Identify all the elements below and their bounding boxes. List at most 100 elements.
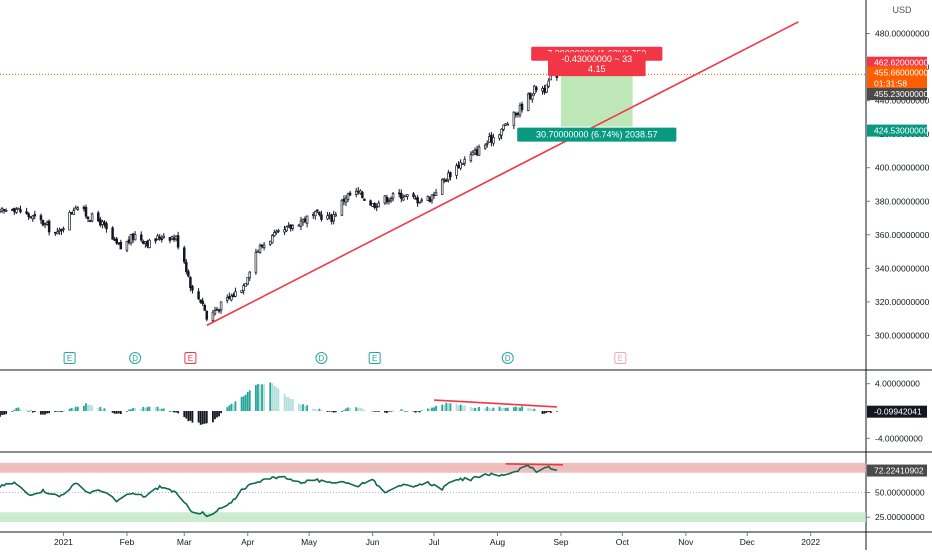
- candle[interactable]: [547, 80, 550, 87]
- candle[interactable]: [463, 158, 466, 164]
- candle[interactable]: [158, 236, 161, 240]
- macd-histogram-bar[interactable]: [441, 404, 444, 411]
- drawing-layer[interactable]: [206, 21, 799, 466]
- macd-histogram-bar[interactable]: [455, 403, 458, 411]
- macd-histogram-bar[interactable]: [488, 408, 491, 411]
- candle[interactable]: [332, 214, 335, 222]
- macd-histogram-bar[interactable]: [555, 411, 558, 412]
- candle[interactable]: [285, 226, 288, 232]
- candle[interactable]: [340, 200, 344, 216]
- candle[interactable]: [17, 207, 20, 210]
- macd-histogram-bar[interactable]: [535, 410, 538, 412]
- macd-histogram-bar[interactable]: [111, 411, 114, 413]
- candle[interactable]: [142, 241, 145, 244]
- candle[interactable]: [234, 291, 237, 297]
- candle[interactable]: [11, 209, 14, 211]
- macd-histogram-bar[interactable]: [54, 411, 57, 412]
- candle[interactable]: [459, 162, 462, 169]
- macd-histogram-bar[interactable]: [146, 407, 149, 411]
- macd-histogram-bar[interactable]: [97, 407, 100, 411]
- macd-histogram-bar[interactable]: [191, 411, 194, 423]
- macd-histogram-bar[interactable]: [242, 396, 245, 411]
- macd-histogram-bar[interactable]: [216, 411, 218, 418]
- candle[interactable]: [469, 154, 473, 162]
- macd-histogram-bar[interactable]: [103, 408, 106, 411]
- macd-histogram-bar[interactable]: [140, 408, 143, 411]
- candle[interactable]: [203, 304, 206, 311]
- candle[interactable]: [363, 198, 366, 201]
- macd-histogram-bar[interactable]: [435, 405, 437, 411]
- macd-histogram-bar[interactable]: [355, 407, 358, 411]
- macd-histogram-bar[interactable]: [469, 406, 472, 411]
- candle[interactable]: [518, 105, 522, 116]
- macd-histogram-bar[interactable]: [162, 408, 165, 411]
- macd-histogram-bar[interactable]: [58, 411, 61, 412]
- macd-histogram-bar[interactable]: [173, 411, 175, 413]
- candle[interactable]: [418, 201, 421, 204]
- candle[interactable]: [445, 180, 448, 182]
- macd-histogram-bar[interactable]: [72, 408, 75, 411]
- macd-histogram-bar[interactable]: [214, 411, 216, 420]
- macd-histogram-bar[interactable]: [101, 408, 104, 411]
- macd-trendline[interactable]: [433, 399, 557, 408]
- candle[interactable]: [543, 87, 546, 93]
- candle[interactable]: [144, 241, 147, 244]
- macd-histogram-bar[interactable]: [255, 385, 257, 411]
- candle[interactable]: [19, 209, 22, 213]
- macd-histogram-bar[interactable]: [517, 407, 519, 411]
- macd-histogram-bar[interactable]: [31, 411, 34, 413]
- candle[interactable]: [283, 229, 286, 233]
- candle[interactable]: [291, 225, 295, 229]
- candle[interactable]: [346, 193, 350, 200]
- macd-histogram-bar[interactable]: [304, 406, 306, 411]
- candle[interactable]: [526, 93, 530, 111]
- candle[interactable]: [330, 215, 333, 222]
- macd-histogram-bar[interactable]: [398, 410, 401, 412]
- candle[interactable]: [447, 172, 450, 181]
- candle[interactable]: [305, 215, 309, 224]
- candle[interactable]: [56, 231, 59, 235]
- candle[interactable]: [72, 210, 75, 215]
- candle[interactable]: [119, 241, 123, 250]
- macd-histogram-bar[interactable]: [461, 405, 464, 411]
- macd-histogram-bar[interactable]: [201, 411, 204, 425]
- candle[interactable]: [168, 237, 172, 241]
- candle[interactable]: [76, 207, 80, 210]
- macd-histogram-bar[interactable]: [1, 411, 3, 415]
- macd-histogram-bar[interactable]: [289, 398, 292, 411]
- candle[interactable]: [191, 286, 194, 291]
- candle[interactable]: [426, 196, 430, 201]
- macd-histogram-bar[interactable]: [343, 410, 345, 411]
- candle[interactable]: [187, 271, 190, 277]
- candle[interactable]: [129, 234, 133, 244]
- macd-histogram-bar[interactable]: [44, 411, 46, 415]
- candle[interactable]: [148, 239, 151, 248]
- candle[interactable]: [506, 123, 509, 126]
- candle[interactable]: [29, 216, 32, 219]
- dividend-marker[interactable]: D: [501, 352, 514, 364]
- macd-histogram-bar[interactable]: [429, 408, 431, 411]
- candle[interactable]: [189, 277, 192, 289]
- macd-histogram-bar[interactable]: [541, 411, 544, 414]
- candle[interactable]: [461, 163, 464, 166]
- macd-histogram-bar[interactable]: [349, 407, 351, 411]
- macd-histogram-bar[interactable]: [392, 410, 394, 412]
- macd-histogram-bar[interactable]: [48, 411, 51, 414]
- macd-histogram-bar[interactable]: [287, 397, 290, 411]
- candle[interactable]: [88, 219, 92, 222]
- macd-histogram-bar[interactable]: [91, 405, 94, 411]
- earnings-marker[interactable]: E: [184, 352, 197, 364]
- macd-histogram-bar[interactable]: [226, 407, 229, 411]
- macd-histogram-bar[interactable]: [492, 407, 495, 411]
- macd-histogram-bar[interactable]: [271, 383, 274, 411]
- candle[interactable]: [334, 214, 338, 217]
- candle[interactable]: [432, 193, 436, 196]
- macd-histogram-bar[interactable]: [87, 404, 89, 411]
- macd-histogram-bar[interactable]: [115, 411, 118, 414]
- candle[interactable]: [545, 84, 548, 93]
- candle[interactable]: [183, 247, 186, 263]
- candle[interactable]: [244, 283, 247, 287]
- candle[interactable]: [4, 210, 8, 212]
- candle[interactable]: [326, 215, 329, 220]
- candle[interactable]: [314, 211, 317, 217]
